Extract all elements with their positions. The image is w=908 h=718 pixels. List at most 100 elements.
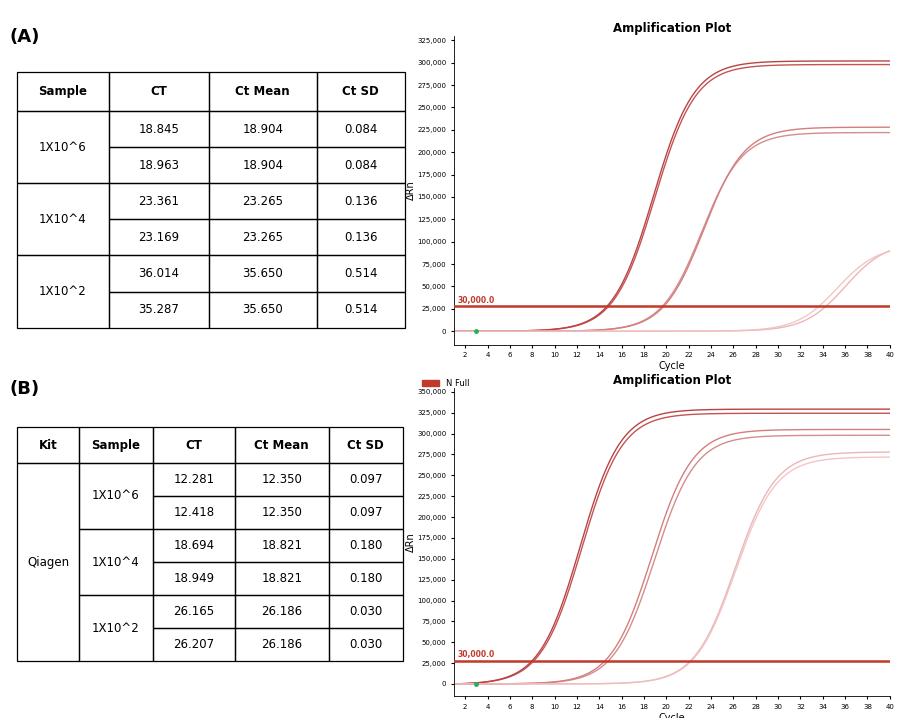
Text: 36.014: 36.014 [138, 267, 180, 280]
Text: 26.186: 26.186 [262, 638, 302, 651]
Text: 12.281: 12.281 [173, 473, 214, 486]
Text: 18.904: 18.904 [242, 159, 283, 172]
Text: (B): (B) [9, 380, 39, 398]
Bar [17, 427, 79, 463]
Text: 0.514: 0.514 [344, 303, 378, 316]
Text: 1X10^4: 1X10^4 [92, 556, 140, 569]
Bar [329, 463, 402, 496]
Bar [317, 292, 405, 327]
Text: 23.265: 23.265 [242, 195, 283, 208]
Bar [109, 147, 209, 183]
Bar [235, 529, 329, 562]
Text: 35.287: 35.287 [138, 303, 180, 316]
Bar [209, 256, 317, 292]
Bar [235, 595, 329, 628]
Bar [17, 111, 109, 183]
Text: Qiagen: Qiagen [27, 556, 69, 569]
Bar [235, 496, 329, 529]
Text: 0.030: 0.030 [349, 638, 382, 651]
Text: 1X10^2: 1X10^2 [39, 285, 87, 298]
Bar [235, 427, 329, 463]
Bar [317, 111, 405, 147]
Text: 18.821: 18.821 [262, 572, 302, 585]
Text: 18.694: 18.694 [173, 539, 214, 552]
Text: 26.207: 26.207 [173, 638, 214, 651]
Bar [317, 147, 405, 183]
Text: 12.418: 12.418 [173, 506, 214, 519]
Bar [329, 529, 402, 562]
Text: 0.030: 0.030 [349, 605, 382, 618]
Text: Ct SD: Ct SD [342, 85, 379, 98]
Text: 0.136: 0.136 [344, 195, 378, 208]
Text: 35.650: 35.650 [242, 267, 283, 280]
Title: Amplification Plot: Amplification Plot [613, 373, 731, 386]
Bar [79, 529, 153, 595]
Bar [109, 219, 209, 256]
Bar [79, 595, 153, 661]
Bar [209, 292, 317, 327]
Text: 18.963: 18.963 [138, 159, 180, 172]
Text: 35.650: 35.650 [242, 303, 283, 316]
Bar [329, 595, 402, 628]
Bar [209, 183, 317, 219]
Text: 18.845: 18.845 [138, 123, 180, 136]
Legend: N Full: N Full [419, 376, 473, 391]
Text: 12.350: 12.350 [262, 506, 302, 519]
Text: 18.821: 18.821 [262, 539, 302, 552]
Bar [17, 73, 109, 111]
Text: Kit: Kit [39, 439, 57, 452]
Bar [153, 595, 235, 628]
Text: 0.097: 0.097 [349, 506, 382, 519]
Text: 23.265: 23.265 [242, 231, 283, 244]
Bar [329, 427, 402, 463]
Bar [153, 463, 235, 496]
Text: 30,000.0: 30,000.0 [458, 296, 495, 304]
Bar [329, 562, 402, 595]
Text: 23.361: 23.361 [138, 195, 180, 208]
Text: 0.084: 0.084 [344, 159, 378, 172]
Text: 18.904: 18.904 [242, 123, 283, 136]
Bar [153, 496, 235, 529]
Text: 1X10^6: 1X10^6 [92, 490, 140, 503]
Bar [317, 219, 405, 256]
Text: (A): (A) [9, 28, 39, 46]
Bar [209, 73, 317, 111]
Bar [209, 219, 317, 256]
Y-axis label: ΔRn: ΔRn [406, 532, 416, 552]
Bar [235, 628, 329, 661]
Text: CT: CT [185, 439, 202, 452]
Bar [17, 463, 79, 661]
Text: 1X10^4: 1X10^4 [39, 213, 87, 225]
Bar [17, 256, 109, 327]
Text: 1X10^2: 1X10^2 [92, 622, 140, 635]
Bar [329, 628, 402, 661]
Y-axis label: ΔRn: ΔRn [406, 180, 416, 200]
Bar [329, 496, 402, 529]
Bar [235, 463, 329, 496]
Text: 26.186: 26.186 [262, 605, 302, 618]
Bar [79, 427, 153, 463]
Bar [209, 147, 317, 183]
Text: Ct Mean: Ct Mean [235, 85, 290, 98]
Text: Sample: Sample [92, 439, 141, 452]
Text: Ct Mean: Ct Mean [254, 439, 309, 452]
Text: 0.136: 0.136 [344, 231, 378, 244]
Bar [153, 529, 235, 562]
Bar [109, 292, 209, 327]
Bar [317, 183, 405, 219]
Text: 0.180: 0.180 [349, 572, 382, 585]
Bar [109, 111, 209, 147]
Text: 30,000.0: 30,000.0 [458, 651, 495, 659]
Bar [153, 628, 235, 661]
Bar [17, 183, 109, 256]
Text: Ct SD: Ct SD [347, 439, 384, 452]
Bar [153, 562, 235, 595]
Text: 26.165: 26.165 [173, 605, 214, 618]
Text: 23.169: 23.169 [138, 231, 180, 244]
Text: CT: CT [151, 85, 167, 98]
Bar [317, 73, 405, 111]
Title: Amplification Plot: Amplification Plot [613, 22, 731, 34]
Bar [109, 183, 209, 219]
Bar [317, 256, 405, 292]
Text: Sample: Sample [38, 85, 87, 98]
